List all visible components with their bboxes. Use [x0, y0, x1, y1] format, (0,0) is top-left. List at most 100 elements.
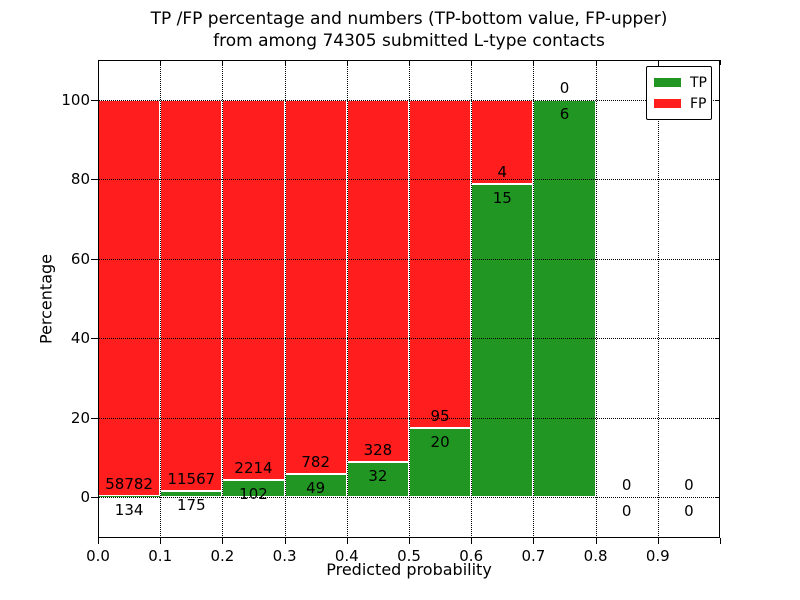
- y-tick-right: [715, 338, 720, 340]
- x-tick-bottom: [346, 538, 348, 544]
- x-tick-label: 0.8: [583, 547, 608, 565]
- x-tick-top: [98, 60, 99, 65]
- bar-segment-tp-5: [409, 427, 472, 497]
- legend: TP FP: [646, 66, 712, 120]
- y-tick-left: [91, 497, 98, 498]
- legend-label-tp: TP: [690, 74, 707, 91]
- y-tick-label: 0: [80, 488, 90, 506]
- x-tick-bottom: [595, 538, 597, 544]
- gridline-vertical: [471, 60, 473, 538]
- gridline-vertical: [657, 60, 659, 538]
- bar-count-tp-9: 0: [684, 502, 694, 520]
- y-tick-right: [715, 258, 720, 260]
- x-tick-label: 0.1: [148, 547, 173, 565]
- gridline-vertical: [595, 60, 597, 538]
- bar-segment-tp-7: [533, 100, 596, 497]
- x-tick-bottom: [160, 538, 162, 544]
- bar-count-tp-5: 20: [430, 432, 450, 451]
- chart-title: TP /FP percentage and numbers (TP-bottom…: [98, 8, 720, 52]
- bar-count-tp-7: 6: [559, 105, 570, 123]
- y-tick-left: [91, 179, 98, 181]
- gridline-horizontal: [98, 179, 720, 181]
- plot-area: TP FP 0.0 0.1 0.2 0.3 0.4 0.5 0.6 0.7 0.8 0.9 0 20 4…: [61, 60, 721, 565]
- bar-count-fp-4: 328: [363, 440, 393, 459]
- x-tick-top: [657, 60, 659, 65]
- y-tick-label: 80: [70, 170, 90, 189]
- legend-label-fp: FP: [690, 95, 707, 112]
- y-tick-left: [91, 338, 98, 340]
- y-tick-right: [715, 100, 720, 101]
- x-tick-bottom: [720, 538, 721, 544]
- tp-color-swatch: [654, 78, 681, 87]
- x-tick-bottom: [409, 538, 410, 544]
- bar-count-tp-8: 0: [621, 502, 632, 520]
- bar-count-tp-1: 175: [176, 496, 206, 515]
- x-tick-bottom: [98, 538, 99, 544]
- x-tick-label: 0.2: [210, 547, 235, 565]
- x-tick-label: 0.9: [645, 547, 670, 565]
- y-tick-right: [715, 497, 720, 498]
- bar-count-fp-8: 0: [621, 476, 632, 494]
- x-tick-top: [471, 60, 473, 65]
- y-tick-left: [91, 417, 98, 419]
- gridline-horizontal: [98, 417, 720, 419]
- y-tick-right: [715, 179, 720, 181]
- bar-count-fp-2: 2214: [234, 458, 273, 477]
- x-axis-label: Predicted probability: [326, 560, 492, 579]
- chart-title-line1: TP /FP percentage and numbers (TP-bottom…: [150, 9, 668, 29]
- gridline-vertical: [346, 60, 348, 538]
- bar-segment-fp-4: [346, 100, 409, 462]
- x-tick-label: 0.7: [521, 547, 546, 565]
- bar-count-fp-3: 782: [301, 452, 331, 471]
- bar-segment-tp-6: [471, 183, 534, 497]
- gridline-horizontal: [98, 258, 720, 260]
- gridline-vertical: [284, 60, 286, 538]
- x-tick-label: 0.5: [397, 547, 421, 565]
- bar-segment-tp-0: [98, 496, 161, 498]
- x-tick-top: [160, 60, 162, 65]
- x-tick-bottom: [471, 538, 473, 544]
- gridline-horizontal: [98, 338, 720, 340]
- x-tick-label: 0.6: [459, 547, 484, 565]
- x-tick-top: [720, 60, 721, 65]
- bar-count-tp-2: 102: [239, 484, 268, 503]
- y-tick-left: [91, 258, 98, 260]
- x-tick-top: [284, 60, 286, 65]
- fp-color-swatch: [654, 99, 681, 108]
- bar-count-tp-6: 15: [492, 188, 512, 207]
- bar-segment-fp-6: [471, 100, 534, 184]
- bar-count-fp-6: 4: [497, 162, 508, 181]
- bar-segment-tp-4: [346, 461, 409, 497]
- legend-entry-tp: TP: [654, 72, 707, 93]
- x-tick-label: 0.0: [86, 547, 110, 565]
- y-tick-label: 100: [61, 91, 90, 109]
- x-tick-bottom: [284, 538, 286, 544]
- bar-segment-fp-2: [222, 100, 285, 480]
- bar-count-fp-7: 0: [559, 79, 570, 97]
- gridline-vertical: [160, 60, 162, 538]
- bar-count-fp-9: 0: [684, 476, 694, 494]
- chart-title-line2: from among 74305 submitted L-type contac…: [213, 31, 605, 51]
- x-tick-bottom: [222, 538, 224, 544]
- y-tick-left: [91, 100, 98, 101]
- gridline-horizontal: [98, 497, 720, 498]
- x-tick-top: [533, 60, 535, 65]
- x-tick-top: [222, 60, 224, 65]
- bar-segment-fp-5: [409, 100, 472, 428]
- bar-segment-fp-0: [98, 100, 161, 497]
- x-tick-top: [346, 60, 348, 65]
- x-tick-label: 0.4: [334, 547, 359, 565]
- gridline-vertical: [409, 60, 410, 538]
- gridline-horizontal: [98, 100, 720, 101]
- bar-count-tp-3: 49: [306, 478, 326, 497]
- y-tick-label: 60: [70, 249, 90, 268]
- legend-entry-fp: FP: [654, 93, 707, 114]
- bar-segment-fp-1: [160, 100, 223, 492]
- bar-count-tp-0: 134: [114, 501, 144, 520]
- y-tick-label: 40: [70, 329, 90, 348]
- gridline-vertical: [533, 60, 535, 538]
- bar-count-fp-5: 95: [430, 406, 450, 425]
- bar-count-fp-0: 58782: [105, 475, 153, 494]
- bar-count-tp-4: 32: [368, 466, 388, 485]
